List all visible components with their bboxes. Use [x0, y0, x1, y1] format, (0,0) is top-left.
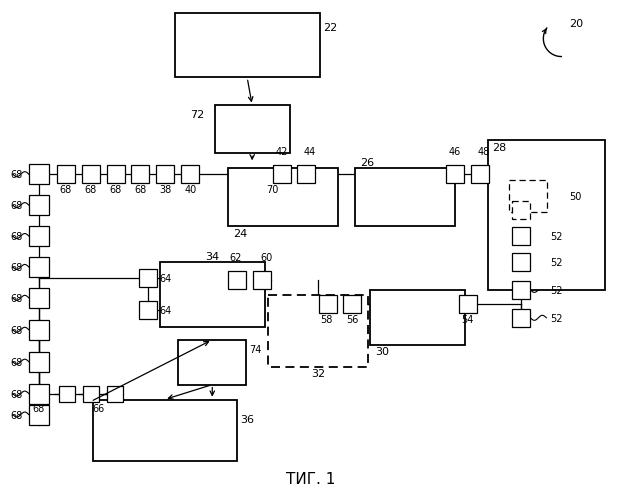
Text: 68: 68: [134, 185, 147, 195]
Text: 68: 68: [11, 410, 23, 420]
Text: ΤИГ. 1: ΤИГ. 1: [286, 472, 336, 488]
Text: 26: 26: [360, 158, 374, 168]
Text: 68: 68: [11, 263, 23, 273]
Text: 20: 20: [569, 18, 583, 28]
Bar: [228, 271, 246, 289]
Bar: [29, 384, 49, 404]
Text: 38: 38: [159, 185, 172, 195]
Text: 72: 72: [190, 110, 205, 120]
Bar: [182, 165, 199, 183]
Bar: [513, 253, 531, 271]
Bar: [81, 165, 100, 183]
Text: 40: 40: [184, 185, 197, 195]
Bar: [445, 165, 463, 183]
Text: 68: 68: [32, 404, 45, 413]
Bar: [83, 386, 99, 402]
Text: 54: 54: [462, 315, 474, 325]
Text: 66: 66: [93, 404, 105, 413]
Bar: [513, 309, 531, 327]
Bar: [57, 165, 75, 183]
Text: 56: 56: [346, 315, 358, 325]
Bar: [268, 295, 368, 366]
Bar: [458, 295, 476, 313]
Bar: [29, 288, 49, 308]
Bar: [513, 201, 531, 219]
Bar: [139, 269, 157, 287]
Bar: [471, 165, 488, 183]
Text: 52: 52: [550, 314, 563, 324]
Text: 70: 70: [266, 185, 278, 195]
Text: 68: 68: [109, 185, 122, 195]
Bar: [513, 227, 531, 245]
Text: 58: 58: [320, 315, 332, 325]
Bar: [29, 352, 49, 372]
Bar: [228, 168, 338, 226]
Text: 42: 42: [276, 148, 288, 158]
Bar: [29, 320, 49, 340]
Text: 68: 68: [60, 185, 72, 195]
Text: 48: 48: [478, 148, 490, 158]
Bar: [29, 164, 49, 184]
Bar: [131, 165, 149, 183]
Text: 46: 46: [448, 148, 461, 158]
Text: 68: 68: [11, 294, 23, 304]
Text: 68: 68: [11, 201, 23, 211]
Bar: [160, 262, 265, 327]
Text: 32: 32: [311, 368, 325, 378]
Text: 30: 30: [375, 346, 389, 356]
Text: 44: 44: [304, 148, 316, 158]
Bar: [175, 12, 320, 78]
Bar: [29, 226, 49, 246]
Bar: [106, 386, 123, 402]
Text: 52: 52: [550, 258, 563, 268]
Text: 68: 68: [11, 326, 23, 336]
Bar: [488, 140, 605, 290]
Bar: [179, 340, 246, 384]
Text: 68: 68: [85, 185, 97, 195]
Text: 64: 64: [159, 306, 172, 316]
Bar: [215, 106, 290, 154]
Text: 52: 52: [550, 286, 563, 296]
Bar: [355, 168, 455, 226]
Text: 52: 52: [550, 232, 563, 242]
Bar: [29, 257, 49, 277]
Text: 62: 62: [229, 253, 241, 263]
Bar: [93, 400, 237, 462]
Text: 34: 34: [205, 252, 220, 262]
Text: 28: 28: [493, 144, 507, 154]
Text: 24: 24: [233, 229, 248, 239]
Bar: [319, 295, 337, 313]
Text: 36: 36: [240, 414, 254, 424]
Bar: [253, 271, 271, 289]
Text: 22: 22: [323, 22, 337, 32]
Bar: [29, 404, 49, 424]
Bar: [29, 195, 49, 215]
Bar: [273, 165, 291, 183]
Text: 68: 68: [11, 358, 23, 368]
Bar: [370, 290, 465, 344]
Bar: [156, 165, 174, 183]
Text: 50: 50: [569, 192, 582, 202]
Text: 74: 74: [249, 344, 261, 354]
Text: 68: 68: [11, 390, 23, 400]
Text: 68: 68: [11, 232, 23, 242]
Text: 68: 68: [11, 170, 23, 180]
Bar: [343, 295, 361, 313]
Bar: [106, 165, 124, 183]
Text: 60: 60: [260, 253, 272, 263]
Bar: [509, 180, 547, 212]
Text: 64: 64: [159, 274, 172, 284]
Bar: [58, 386, 75, 402]
Bar: [139, 301, 157, 319]
Bar: [297, 165, 315, 183]
Bar: [513, 281, 531, 299]
